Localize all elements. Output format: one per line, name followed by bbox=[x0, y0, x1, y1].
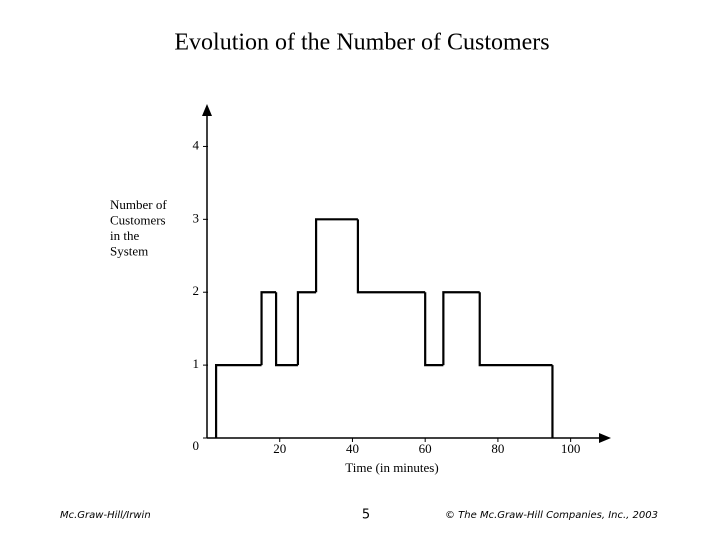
x-tick-label: 100 bbox=[561, 441, 581, 456]
step-segment bbox=[442, 291, 480, 366]
x-tick-label: 80 bbox=[491, 441, 504, 456]
y-tick-label: 3 bbox=[193, 210, 200, 225]
x-tick-label: 40 bbox=[346, 441, 359, 456]
step-segment bbox=[314, 218, 358, 293]
y-axis-label: Number of bbox=[110, 197, 167, 212]
y-tick-label: 2 bbox=[193, 283, 200, 298]
step-segment bbox=[478, 292, 553, 367]
step-segment bbox=[356, 219, 426, 294]
chart-title: Evolution of the Number of Customers bbox=[174, 30, 549, 56]
x-tick-label: 60 bbox=[419, 441, 432, 456]
y-axis-label: Customers bbox=[110, 212, 166, 227]
y-axis-label: in the bbox=[110, 228, 139, 243]
x-tick-label: 20 bbox=[273, 441, 286, 456]
footer-left: Mc.Graw-Hill/Irwin bbox=[60, 510, 151, 521]
y-tick-label: 4 bbox=[193, 137, 200, 152]
footer-page: 5 bbox=[362, 508, 370, 523]
step-segment bbox=[424, 292, 444, 367]
y-axis-arrow bbox=[202, 104, 212, 116]
step-segment bbox=[274, 292, 298, 367]
step-segment bbox=[260, 291, 277, 366]
step-segment bbox=[214, 364, 262, 438]
y-axis-label: System bbox=[110, 243, 148, 258]
footer-right: © The Mc.Graw-Hill Companies, Inc., 2003 bbox=[445, 510, 658, 521]
y-tick-label: 0 bbox=[193, 438, 200, 453]
x-axis-arrow bbox=[599, 433, 611, 443]
x-axis-label: Time (in minutes) bbox=[345, 460, 438, 475]
y-tick-label: 1 bbox=[193, 356, 200, 371]
step-segment bbox=[296, 291, 317, 366]
